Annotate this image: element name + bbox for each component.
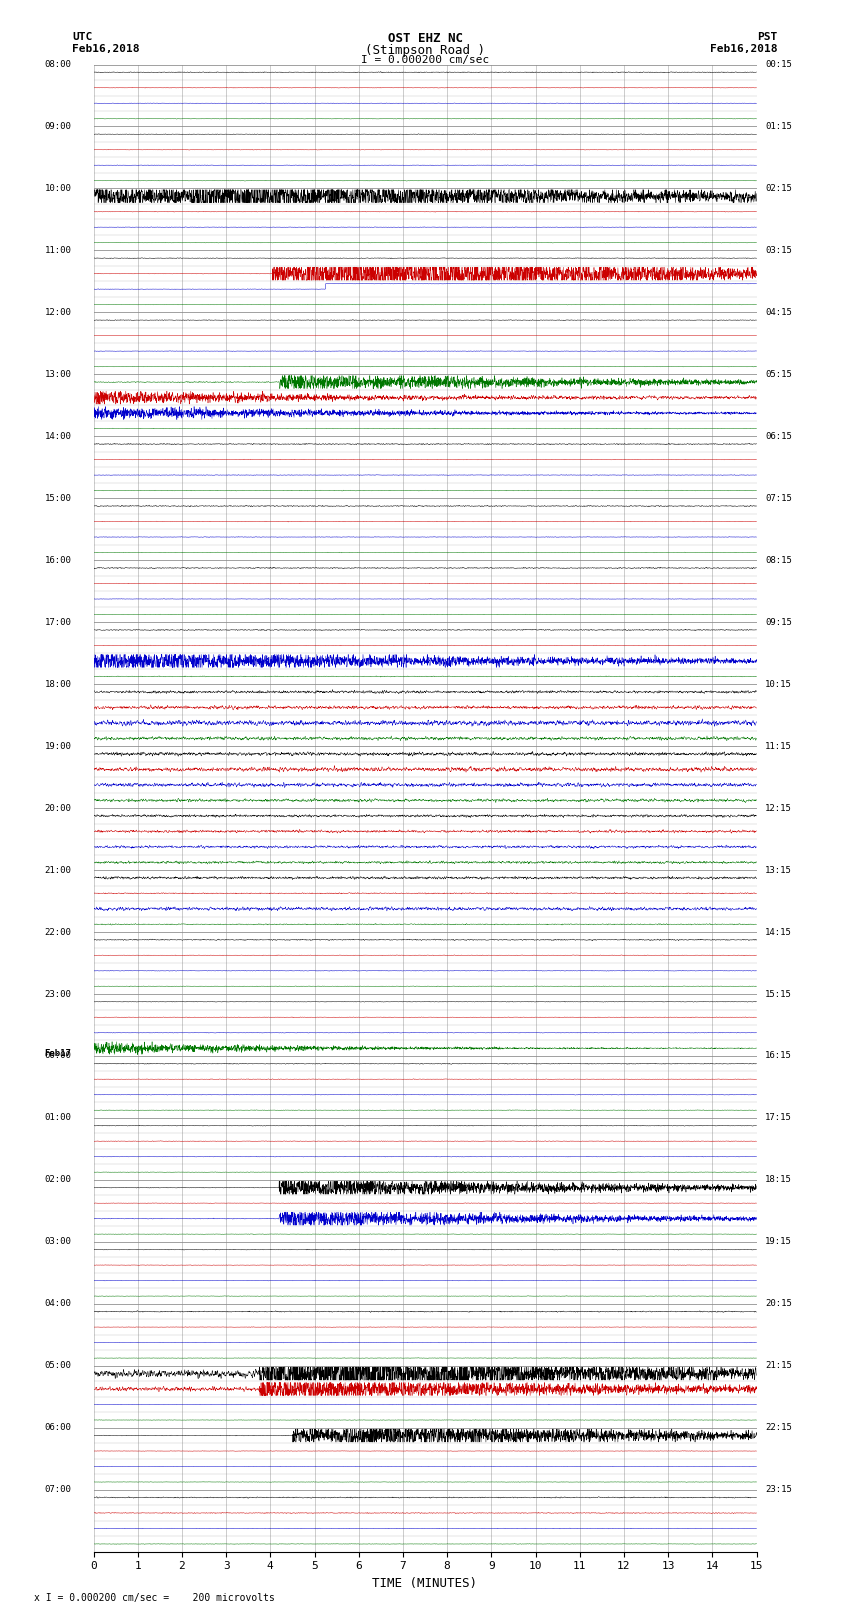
Text: 18:15: 18:15 (765, 1176, 792, 1184)
Text: 12:15: 12:15 (765, 803, 792, 813)
Text: 23:00: 23:00 (44, 989, 71, 998)
Text: 03:00: 03:00 (44, 1237, 71, 1247)
Text: 07:00: 07:00 (44, 1486, 71, 1494)
Text: Feb17: Feb17 (44, 1048, 71, 1058)
Text: 17:00: 17:00 (44, 618, 71, 627)
Text: 14:15: 14:15 (765, 927, 792, 937)
Text: 00:15: 00:15 (765, 60, 792, 69)
Text: 06:15: 06:15 (765, 432, 792, 440)
Text: 08:00: 08:00 (44, 60, 71, 69)
Text: 01:15: 01:15 (765, 123, 792, 131)
Text: 00:00: 00:00 (44, 1052, 71, 1060)
Text: 19:00: 19:00 (44, 742, 71, 750)
Text: 11:00: 11:00 (44, 245, 71, 255)
Text: 08:15: 08:15 (765, 556, 792, 565)
Text: 02:15: 02:15 (765, 184, 792, 194)
Text: 14:00: 14:00 (44, 432, 71, 440)
Text: 06:00: 06:00 (44, 1423, 71, 1432)
Text: 09:00: 09:00 (44, 123, 71, 131)
Text: 15:15: 15:15 (765, 989, 792, 998)
Text: 01:00: 01:00 (44, 1113, 71, 1123)
Text: 21:00: 21:00 (44, 866, 71, 874)
X-axis label: TIME (MINUTES): TIME (MINUTES) (372, 1578, 478, 1590)
Text: 21:15: 21:15 (765, 1361, 792, 1371)
Text: 17:15: 17:15 (765, 1113, 792, 1123)
Text: I = 0.000200 cm/sec: I = 0.000200 cm/sec (361, 55, 489, 65)
Text: PST: PST (757, 32, 778, 42)
Text: (Stimpson Road ): (Stimpson Road ) (365, 44, 485, 56)
Text: 05:00: 05:00 (44, 1361, 71, 1371)
Text: 20:15: 20:15 (765, 1300, 792, 1308)
Text: UTC: UTC (72, 32, 93, 42)
Text: 04:15: 04:15 (765, 308, 792, 316)
Text: 16:00: 16:00 (44, 556, 71, 565)
Text: 10:15: 10:15 (765, 679, 792, 689)
Text: 05:15: 05:15 (765, 369, 792, 379)
Text: 22:15: 22:15 (765, 1423, 792, 1432)
Text: 07:15: 07:15 (765, 494, 792, 503)
Text: 23:15: 23:15 (765, 1486, 792, 1494)
Text: OST EHZ NC: OST EHZ NC (388, 32, 462, 45)
Text: 19:15: 19:15 (765, 1237, 792, 1247)
Text: Feb16,2018: Feb16,2018 (72, 44, 139, 53)
Text: 11:15: 11:15 (765, 742, 792, 750)
Text: Feb16,2018: Feb16,2018 (711, 44, 778, 53)
Text: 13:15: 13:15 (765, 866, 792, 874)
Text: 22:00: 22:00 (44, 927, 71, 937)
Text: 16:15: 16:15 (765, 1052, 792, 1060)
Text: 02:00: 02:00 (44, 1176, 71, 1184)
Text: 12:00: 12:00 (44, 308, 71, 316)
Text: 20:00: 20:00 (44, 803, 71, 813)
Text: 15:00: 15:00 (44, 494, 71, 503)
Text: x I = 0.000200 cm/sec =    200 microvolts: x I = 0.000200 cm/sec = 200 microvolts (34, 1594, 275, 1603)
Text: 18:00: 18:00 (44, 679, 71, 689)
Text: 03:15: 03:15 (765, 245, 792, 255)
Text: 09:15: 09:15 (765, 618, 792, 627)
Text: 13:00: 13:00 (44, 369, 71, 379)
Text: 10:00: 10:00 (44, 184, 71, 194)
Text: 04:00: 04:00 (44, 1300, 71, 1308)
